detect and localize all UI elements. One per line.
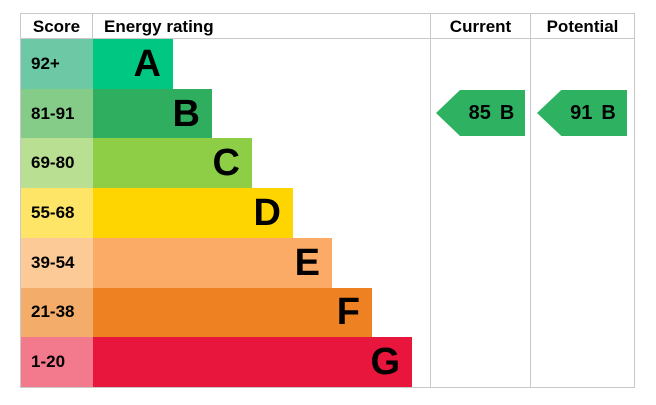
table-header: Score Energy rating Current Potential [21, 14, 634, 39]
header-potential: Potential [546, 16, 619, 36]
rating-bar-b: B [93, 88, 212, 139]
potential-band-letter: B [601, 102, 616, 124]
score-range-label: 39-54 [21, 237, 93, 288]
header-energy-rating: Energy rating [93, 14, 431, 38]
header-score: Score [21, 14, 93, 38]
score-range-label: 81-91 [21, 88, 93, 139]
band-row-d: 55-68 D [21, 188, 430, 238]
band-row-g: 1-20 G [21, 337, 430, 388]
rating-bar-c: C [93, 138, 252, 189]
rating-bar-g: G [93, 337, 412, 388]
score-range-label: 21-38 [21, 287, 93, 338]
rating-bar-d: D [93, 188, 293, 238]
band-row-c: 69-80 C [21, 138, 430, 189]
score-range-label: 92+ [21, 39, 93, 89]
band-row-e: 39-54 E [21, 237, 430, 288]
band-row-b: 81-91 B [21, 88, 430, 139]
score-range-label: 1-20 [21, 337, 93, 388]
current-column [430, 39, 531, 387]
potential-score-value: 91 [570, 102, 593, 124]
score-range-label: 55-68 [21, 188, 93, 238]
rating-bar-a: A [93, 39, 173, 89]
current-score-value: 85 [468, 102, 491, 124]
rating-bands-column: 92+ A 81-91 B 69-80 C 55-68 D 39-54 E 21… [21, 39, 430, 388]
score-range-label: 69-80 [21, 138, 93, 189]
band-row-a: 92+ A [21, 39, 430, 89]
header-current: Current [431, 14, 531, 38]
epc-table: Score Energy rating Current Potential 92… [20, 13, 635, 388]
rating-bar-e: E [93, 237, 332, 288]
rating-bar-f: F [93, 287, 372, 338]
band-row-f: 21-38 F [21, 287, 430, 338]
table-body: 92+ A 81-91 B 69-80 C 55-68 D 39-54 E 21… [21, 39, 634, 388]
current-band-letter: B [499, 102, 515, 124]
